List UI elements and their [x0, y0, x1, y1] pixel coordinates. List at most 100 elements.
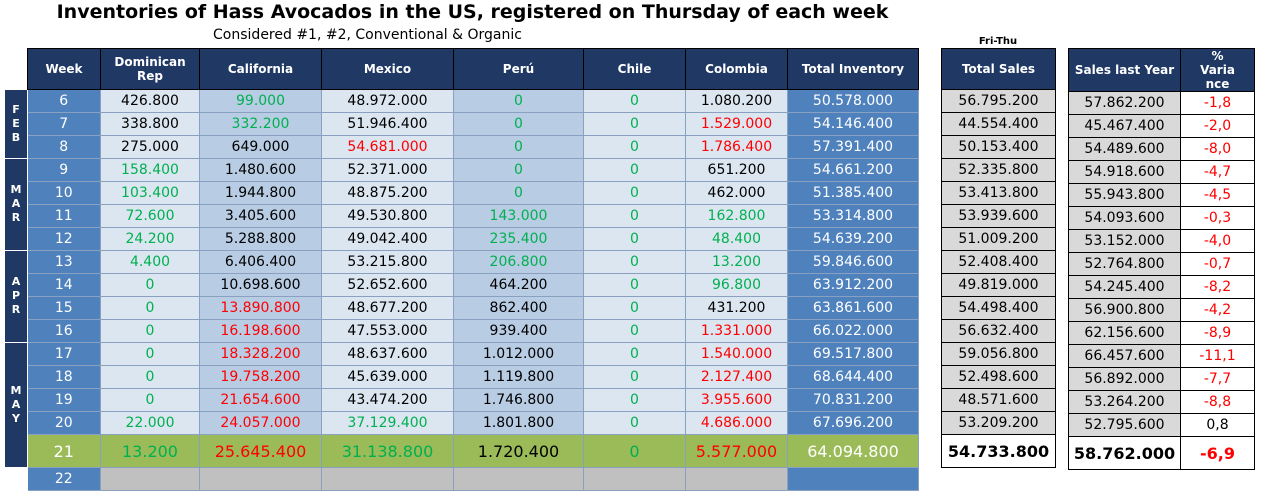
column-header-dominican: Dominican Rep [100, 48, 200, 90]
week-cell: 9 [27, 158, 101, 182]
column-header-variance: % Variance [1180, 48, 1255, 92]
table-row: 53.152.000 -4,0 [1068, 229, 1255, 253]
mexico-cell: 48.972.000 [321, 89, 454, 113]
table-row: 18 0 19.758.200 45.639.000 1.119.800 0 2.127.4… [27, 365, 919, 389]
dominican-cell: 72.600 [100, 204, 200, 228]
california-cell: 6.406.400 [199, 250, 322, 274]
table-row: 55.943.800 -4,5 [1068, 183, 1255, 207]
sales-last-year-cell: 54.245.400 [1068, 275, 1181, 299]
table-row: 19 0 21.654.600 43.474.200 1.746.800 0 3.955.6… [27, 388, 919, 412]
dominican-cell: 0 [100, 319, 200, 343]
table-row: 56.795.200 [941, 89, 1056, 113]
chile-cell: 0 [583, 296, 686, 320]
total-sales-cell: 52.408.400 [941, 250, 1056, 274]
california-cell [199, 467, 322, 491]
colombia-cell: 2.127.400 [685, 365, 788, 389]
peru-cell: 1.720.400 [453, 434, 584, 468]
mexico-cell: 49.530.800 [321, 204, 454, 228]
total-sales-cell: 52.498.600 [941, 365, 1056, 389]
total-inventory-cell [787, 467, 919, 491]
peru-cell: 235.400 [453, 227, 584, 251]
total-sales-cell: 56.632.400 [941, 319, 1056, 343]
table-row: 11 72.600 3.405.600 49.530.800 143.000 0 162.8… [27, 204, 919, 228]
table-row: 62.156.600 -8,9 [1068, 321, 1255, 345]
dominican-cell: 22.000 [100, 411, 200, 435]
mexico-cell: 54.681.000 [321, 135, 454, 159]
chile-cell: 0 [583, 388, 686, 412]
chile-cell: 0 [583, 158, 686, 182]
sales-last-year-cell: 54.489.600 [1068, 137, 1181, 161]
colombia-cell: 162.800 [685, 204, 788, 228]
variance-cell: -4,2 [1180, 298, 1255, 322]
variance-cell: -4,7 [1180, 160, 1255, 184]
mexico-cell: 45.639.000 [321, 365, 454, 389]
california-cell: 3.405.600 [199, 204, 322, 228]
total-sales-table: Total Sales 56.795.200 44.554.400 50.153.4… [941, 48, 1056, 468]
mexico-cell: 43.474.200 [321, 388, 454, 412]
table-row: 17 0 18.328.200 48.637.600 1.012.000 0 1.540.0… [27, 342, 919, 366]
column-header-sales-last-year: Sales last Year [1068, 48, 1181, 92]
peru-cell: 1.119.800 [453, 365, 584, 389]
variance-cell: -8,9 [1180, 321, 1255, 345]
table-row: 8 275.000 649.000 54.681.000 0 0 1.786.400 57.3… [27, 135, 919, 159]
dominican-cell: 103.400 [100, 181, 200, 205]
total-inventory-cell: 54.146.400 [787, 112, 919, 136]
sales-last-year-cell: 56.900.800 [1068, 298, 1181, 322]
table-row: 21 13.200 25.645.400 31.138.800 1.720.400 0 5.… [27, 434, 919, 468]
table-row: 58.762.000 -6,9 [1068, 436, 1255, 470]
table-row: 54.093.600 -0,3 [1068, 206, 1255, 230]
total-inventory-cell: 59.846.600 [787, 250, 919, 274]
peru-cell: 1.746.800 [453, 388, 584, 412]
colombia-cell: 96.800 [685, 273, 788, 297]
california-cell: 13.890.800 [199, 296, 322, 320]
table-row: 57.862.200 -1,8 [1068, 91, 1255, 115]
table-row: 53.413.800 [941, 181, 1056, 205]
mexico-cell: 31.138.800 [321, 434, 454, 468]
table-row: 9 158.400 1.480.600 52.371.000 0 0 651.200 54.6… [27, 158, 919, 182]
california-cell: 5.288.800 [199, 227, 322, 251]
variance-cell: -1,8 [1180, 91, 1255, 115]
total-inventory-cell: 63.861.600 [787, 296, 919, 320]
sales-last-year-cell: 45.467.400 [1068, 114, 1181, 138]
peru-cell: 939.400 [453, 319, 584, 343]
table-row: 50.153.400 [941, 135, 1056, 159]
week-cell: 17 [27, 342, 101, 366]
total-sales-cell: 52.335.800 [941, 158, 1056, 182]
california-cell: 10.698.600 [199, 273, 322, 297]
sales-last-year-cell: 52.795.600 [1068, 413, 1181, 437]
peru-cell: 0 [453, 135, 584, 159]
sales-last-year-cell: 56.892.000 [1068, 367, 1181, 391]
colombia-cell: 5.577.000 [685, 434, 788, 468]
table-row: 10 103.400 1.944.800 48.875.200 0 0 462.000 51.… [27, 181, 919, 205]
california-cell: 99.000 [199, 89, 322, 113]
mexico-cell: 37.129.400 [321, 411, 454, 435]
week-cell: 11 [27, 204, 101, 228]
california-cell: 19.758.200 [199, 365, 322, 389]
table-row: 56.892.000 -7,7 [1068, 367, 1255, 391]
colombia-cell: 1.786.400 [685, 135, 788, 159]
mexico-cell: 48.677.200 [321, 296, 454, 320]
colombia-cell: 3.955.600 [685, 388, 788, 412]
colombia-cell: 1.331.000 [685, 319, 788, 343]
dominican-cell: 426.800 [100, 89, 200, 113]
week-cell: 21 [27, 434, 101, 468]
week-cell: 8 [27, 135, 101, 159]
total-inventory-cell: 64.094.800 [787, 434, 919, 468]
table-row: 59.056.800 [941, 342, 1056, 366]
total-inventory-cell: 70.831.200 [787, 388, 919, 412]
table-row: 53.209.200 [941, 411, 1056, 435]
table-row: 53.939.600 [941, 204, 1056, 228]
total-inventory-cell: 53.314.800 [787, 204, 919, 228]
california-cell: 1.944.800 [199, 181, 322, 205]
table-row: 52.795.600 0,8 [1068, 413, 1255, 437]
week-cell: 12 [27, 227, 101, 251]
table-row: 54.733.800 [941, 434, 1056, 468]
variance-cell: -8,8 [1180, 390, 1255, 414]
peru-cell: 0 [453, 158, 584, 182]
column-header-total: Total Inventory [787, 48, 919, 90]
dominican-cell: 24.200 [100, 227, 200, 251]
chart-title: Inventories of Hass Avocados in the US, … [56, 1, 889, 23]
